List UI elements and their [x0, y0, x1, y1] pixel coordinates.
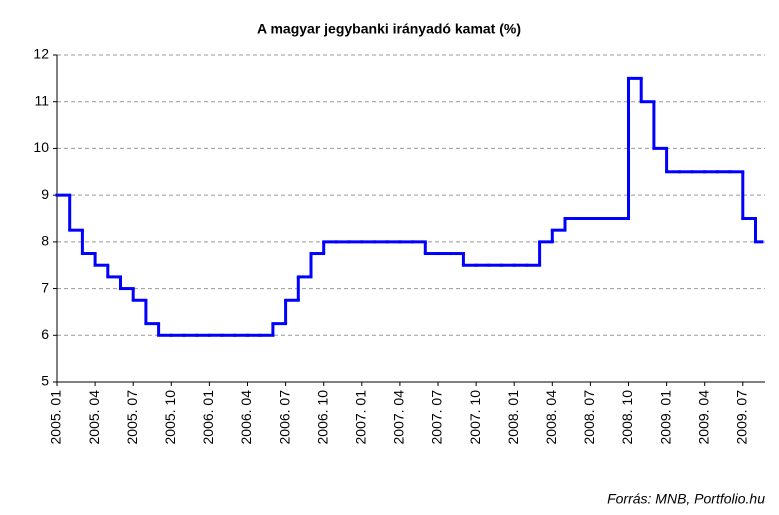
- x-tick-label: 2007. 04: [391, 390, 407, 445]
- chart-title: A magyar jegybanki irányadó kamat (%): [257, 21, 521, 37]
- y-tick-label: 6: [41, 326, 49, 342]
- x-tick-label: 2009. 04: [695, 390, 711, 445]
- y-tick-label: 11: [34, 92, 49, 108]
- x-tick-label: 2008. 10: [619, 390, 635, 445]
- x-tick-label: 2009. 01: [657, 390, 673, 445]
- y-tick-label: 7: [41, 279, 49, 295]
- source: Forrás: MNB, Portfolio.hu: [607, 491, 765, 507]
- y-tick-label: 9: [41, 186, 49, 202]
- y-tick-label: 12: [33, 46, 49, 62]
- x-tick-label: 2005. 07: [124, 390, 140, 445]
- x-tick-label: 2006. 04: [238, 390, 254, 445]
- x-tick-label: 2008. 04: [543, 390, 559, 445]
- y-tick-label: 8: [41, 233, 49, 249]
- x-tick-label: 2006. 10: [314, 390, 330, 445]
- x-tick-label: 2006. 01: [200, 390, 216, 445]
- y-tick-label: 10: [33, 139, 49, 155]
- x-tick-label: 2008. 07: [581, 390, 597, 445]
- x-tick-label: 2005. 01: [48, 390, 64, 445]
- x-tick-label: 2005. 10: [162, 390, 178, 445]
- y-tick-label: 5: [41, 373, 49, 389]
- x-tick-label: 2009. 07: [734, 390, 750, 445]
- x-tick-label: 2005. 04: [86, 390, 102, 445]
- x-tick-label: 2006. 07: [276, 390, 292, 445]
- x-tick-label: 2007. 01: [353, 390, 369, 445]
- x-tick-label: 2007. 10: [467, 390, 483, 445]
- x-tick-label: 2007. 07: [429, 390, 445, 445]
- x-tick-label: 2008. 01: [505, 390, 521, 445]
